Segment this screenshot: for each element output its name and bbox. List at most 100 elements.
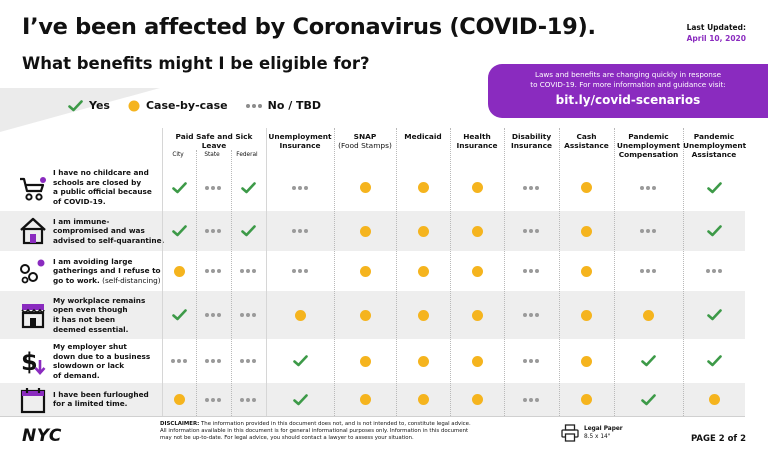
row-label-line: open even though [53, 305, 128, 315]
header-line: Unemployment [268, 132, 332, 141]
benefit-cell [411, 291, 435, 339]
calendar-icon [18, 385, 48, 415]
disclaimer-label: DISCLAIMER: [160, 421, 200, 427]
case-by-case-dot [417, 394, 429, 405]
column-divider [614, 128, 615, 416]
paper-label: Legal Paper [584, 426, 623, 432]
header-line: Pandemic [693, 132, 735, 141]
header-line: Insurance [456, 141, 498, 150]
storefront-icon [18, 300, 48, 330]
benefit-cell [236, 383, 260, 416]
disclaimer-text: All information available in this docume… [160, 428, 469, 435]
paper-size: Legal Paper 8.5 x 14" [584, 426, 623, 441]
benefit-cell [167, 339, 191, 383]
header-line: Assistance [691, 150, 737, 159]
no-tbd-dots [292, 185, 308, 190]
row-label: My employer shut down due to a business sl… [53, 342, 150, 380]
benefit-cell [574, 211, 598, 251]
no-tbd-dots [205, 269, 221, 273]
case-by-case-dot [580, 355, 592, 367]
benefit-cell [353, 291, 377, 339]
paper-dimensions: 8.5 x 14" [584, 433, 611, 440]
benefit-cell [465, 251, 489, 291]
row-label-line: deemed essential. [53, 324, 129, 334]
no-tbd-dots [205, 229, 221, 233]
check-icon [292, 393, 308, 405]
header-snap: SNAP (Food Stamps) [334, 132, 396, 150]
row-label: My workplace remains open even though it h… [53, 296, 145, 334]
subheader-federal: Federal [236, 152, 258, 158]
check-icon [640, 355, 656, 367]
benefit-cell [288, 383, 312, 416]
benefit-cell [702, 251, 726, 291]
benefit-cell [519, 291, 543, 339]
case-by-case-dot [471, 225, 483, 237]
table-row: My workplace remains open even though it h… [0, 291, 745, 339]
no-tbd-dots [240, 313, 256, 317]
no-tbd-dots [205, 397, 221, 402]
last-updated-date: April 10, 2020 [686, 34, 746, 43]
case-by-case-dot [417, 309, 429, 321]
benefit-cell [702, 164, 726, 211]
benefit-cell [574, 164, 598, 211]
no-tbd-dots [205, 313, 221, 317]
no-tbd-dots [706, 269, 722, 273]
header-unemployment: Unemployment Insurance [266, 132, 334, 150]
benefit-cell [167, 383, 191, 416]
check-icon [171, 309, 187, 321]
page-number: PAGE 2 of 2 [690, 434, 746, 444]
banner-line-2: to COVID-19. For more information and gu… [530, 80, 726, 89]
row-label-line: I am immune- [53, 216, 110, 226]
benefit-cell [465, 339, 489, 383]
disclaimer: DISCLAIMER: The information provided in … [160, 421, 500, 443]
header-medicaid: Medicaid [404, 132, 442, 141]
case-by-case-dot [173, 394, 185, 405]
benefit-cell [574, 339, 598, 383]
row-label-line: schools are closed by [53, 177, 142, 187]
check-icon [706, 181, 722, 193]
header-line: Insurance [511, 141, 552, 150]
house-icon [18, 216, 48, 246]
footer-divider [0, 416, 745, 417]
info-link[interactable]: bit.ly/covid-scenarios [555, 93, 701, 107]
check-icon [640, 393, 656, 405]
legend-case-label: Case-by-case [145, 99, 228, 112]
row-label-line: it has not been [53, 314, 116, 324]
table-row: I have no childcare and schools are close… [0, 164, 745, 211]
case-by-case-dot [417, 225, 429, 237]
benefit-cell [288, 339, 312, 383]
no-tbd-dots [640, 229, 656, 233]
case-by-case-dot [173, 265, 185, 277]
benefit-cell [288, 291, 312, 339]
row-label-note: (self-distancing) [99, 275, 161, 285]
dot-icon [128, 100, 140, 111]
benefit-cell [167, 251, 191, 291]
row-label-line: advised to self-quarantine. [53, 235, 165, 245]
info-banner: Laws and benefits are changing quickly i… [488, 64, 768, 118]
benefit-cell [201, 339, 225, 383]
no-tbd-dots [292, 269, 308, 273]
row-label-line: I have been furloughed [53, 389, 149, 399]
benefit-cell [519, 339, 543, 383]
case-by-case-dot [471, 309, 483, 321]
subheader-city: City [172, 152, 184, 158]
benefit-cell [288, 211, 312, 251]
benefit-cell [288, 251, 312, 291]
header-pua: Pandemic Unemployment Assistance [683, 132, 746, 159]
row-label-line: compromised and was [53, 226, 145, 236]
column-divider [196, 150, 197, 416]
last-updated: Last Updated: April 10, 2020 [687, 22, 746, 44]
check-icon [240, 181, 256, 193]
table-row: I am immune-compromised and was advised t… [0, 211, 745, 251]
legend-no: No / TBD [245, 99, 321, 112]
header-line: Pandemic [628, 132, 669, 141]
table-row: I am avoiding large gatherings and I refu… [0, 251, 745, 291]
subheader-state: State [204, 152, 220, 158]
row-label-line: slowdown or lack [53, 361, 125, 371]
benefit-cell [353, 383, 377, 416]
case-by-case-dot [359, 225, 371, 237]
column-divider [559, 128, 560, 416]
no-tbd-dots [240, 397, 256, 402]
row-label-line: go to work. [53, 275, 100, 285]
case-by-case-dot [471, 355, 483, 367]
